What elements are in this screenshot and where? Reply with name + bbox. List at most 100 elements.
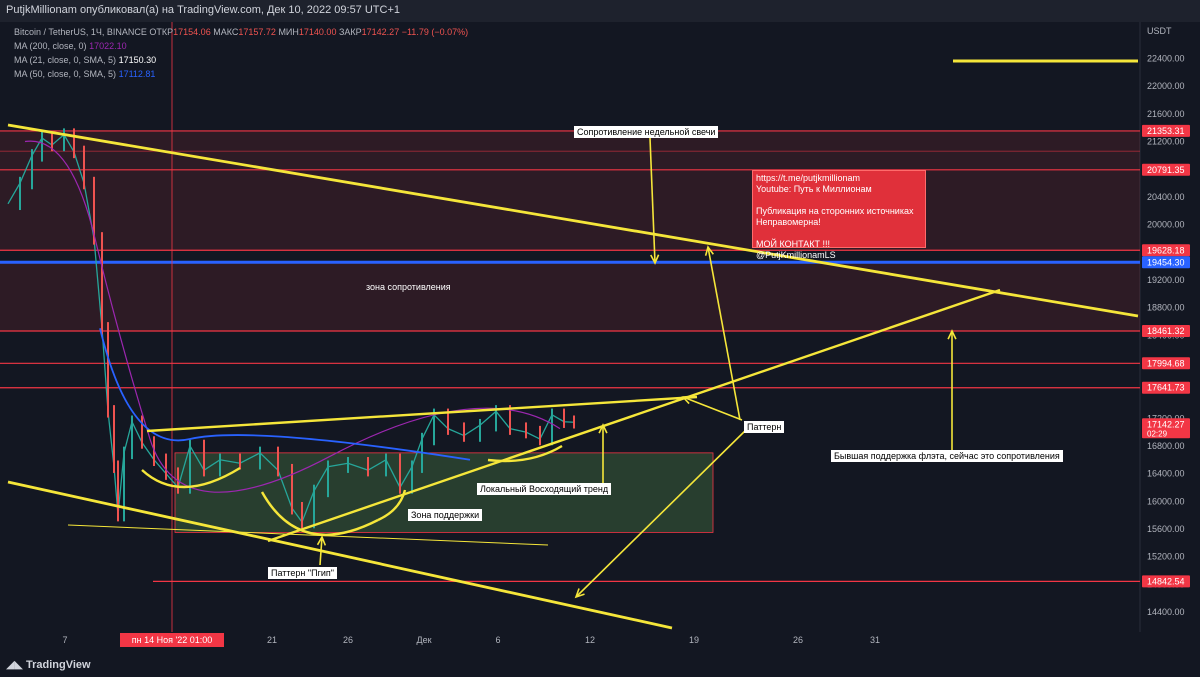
arrow-pattern-down: [575, 427, 749, 598]
resistance-zone: [0, 262, 1140, 332]
time-tick-label: 31: [870, 635, 880, 645]
arc-1: [141, 466, 241, 489]
legend-high-value: 17157.72: [238, 27, 276, 37]
time-tick-label: 7: [62, 635, 67, 645]
price-tick-label: 19200.00: [1147, 275, 1185, 285]
descending-support-trendline[interactable]: [7, 480, 673, 630]
promo-line: МОЙ КОНТАКТ !!!: [756, 239, 831, 249]
annotation-pattern: Паттерн: [744, 421, 785, 433]
legend-ma21-row: MA (21, close, 0, SMA, 5) 17150.30: [14, 55, 156, 65]
promo-line: @PutjKmillionamLS: [756, 250, 836, 260]
time-tick-label: 26: [793, 635, 803, 645]
time-tick-label: 26: [343, 635, 353, 645]
price-label: 14842.54: [1147, 576, 1185, 586]
price-tick-label: 14400.00: [1147, 607, 1185, 617]
price-label: 20791.35: [1147, 165, 1185, 175]
pattern-lower-line[interactable]: [67, 524, 549, 546]
legend-open-label: ОТКР: [149, 27, 174, 37]
legend-ma50-label: MA (50, close, 0, SMA, 5): [14, 69, 117, 79]
legend-ma21-label: MA (21, close, 0, SMA, 5): [14, 55, 117, 65]
time-tick-label: 12: [585, 635, 595, 645]
tradingview-logo[interactable]: ◢◣ TradingView: [6, 658, 91, 671]
legend-high-label: МАКС: [213, 27, 239, 37]
promo-box: https://t.me/putjkmillionam Youtube: Пут…: [752, 170, 926, 260]
price-label-box: [1142, 325, 1190, 338]
legend-change: −11.79 (−0.07%): [401, 27, 469, 37]
footer-bar: [0, 654, 1200, 677]
price-label: 21353.31: [1147, 126, 1185, 136]
price-tick-label: 16800.00: [1147, 441, 1185, 451]
price-tick-label: 21200.00: [1147, 137, 1185, 147]
price-tick-label: 15600.00: [1147, 524, 1185, 534]
arrow-pattern-igip-head: [316, 535, 327, 546]
time-tick-label: Дек: [416, 635, 431, 645]
legend-ma200-row: MA (200, close, 0) 17022.10: [14, 41, 127, 51]
legend-close-value: 17142.27: [361, 27, 400, 37]
arrow-former-support-head: [947, 329, 957, 340]
annotation-former-support: Бывшая поддержка флэта, сейчас это сопро…: [831, 450, 1063, 462]
legend-close-label: ЗАКР: [338, 27, 362, 37]
arc-2: [260, 491, 379, 536]
ascending-trendline[interactable]: [267, 288, 1001, 543]
arrow-weekly-resistance-head: [650, 254, 660, 265]
promo-line: Неправомерна!: [756, 217, 821, 227]
legend-ma50-value: 17112.81: [118, 69, 156, 79]
price-tick-label: 22400.00: [1147, 54, 1185, 64]
time-tick-label: 6: [495, 635, 500, 645]
annotation-local-trend: Локальный Восходящий тренд: [477, 483, 612, 495]
legend-ma200-value: 17022.10: [89, 41, 127, 51]
legend-symbol-row: Bitcoin / TetherUS, 1Ч, BINANCE ОТКР 1715…: [14, 27, 468, 37]
time-tick-label: 21: [267, 635, 277, 645]
pattern-upper-line[interactable]: [146, 395, 698, 433]
tradingview-logo-icon: ◢◣: [6, 659, 26, 671]
promo-line: Youtube: Путь к Миллионам: [756, 184, 872, 194]
price-label-box: [1142, 124, 1190, 137]
crosshair-time-box: [120, 633, 224, 647]
ma50-line: [99, 328, 471, 461]
legend-low-value: 17140.00: [298, 27, 337, 37]
price-tick-label: 20000.00: [1147, 220, 1185, 230]
arc-4: [487, 444, 563, 463]
price-label: 17994.68: [1147, 358, 1185, 368]
legend-ma50-row: MA (50, close, 0, SMA, 5) 17112.81: [14, 69, 155, 79]
legend-low-label: МИН: [278, 27, 299, 37]
price-tick-label: 16400.00: [1147, 469, 1185, 479]
price-line[interactable]: [7, 133, 575, 524]
price-tick-label: 22000.00: [1147, 81, 1185, 91]
promo-line: [756, 228, 922, 239]
legend-symbol: Bitcoin / TetherUS, 1Ч, BINANCE: [14, 27, 147, 37]
arrow-pattern-up: [707, 246, 741, 421]
price-label-box: [1142, 381, 1190, 394]
promo-line: Публикация на сторонних источниках: [756, 206, 914, 216]
descending-resistance-trendline[interactable]: [7, 123, 1139, 318]
price-label: 19454.30: [1147, 257, 1185, 267]
arrow-pattern-left-head: [681, 395, 693, 405]
price-axis-currency: USDT: [1147, 26, 1172, 36]
annotation-weekly-resistance: Сопротивление недельной свечи: [574, 126, 719, 138]
arrow-pattern-left: [682, 396, 743, 421]
price-label-box: [1142, 163, 1190, 176]
crosshair-time-label: пн 14 Ноя '22 01:00: [132, 635, 213, 645]
annotation-support-zone: Зона поддержки: [408, 509, 483, 521]
price-label: 19628.18: [1147, 245, 1185, 255]
price-tick-label: 15200.00: [1147, 552, 1185, 562]
promo-line: https://t.me/putjkmillionam: [756, 173, 861, 183]
arc-3: [377, 489, 407, 522]
arrow-pattern-down-head: [574, 588, 585, 599]
price-label-box: [1142, 256, 1190, 269]
price-tick-label: 16000.00: [1147, 496, 1185, 506]
annotation-pattern-igip: Паттерн "Пгип": [268, 567, 337, 579]
legend-ma200-label: MA (200, close, 0): [14, 41, 87, 51]
arrow-pattern-up-head: [704, 245, 714, 256]
price-tick-label: 21600.00: [1147, 109, 1185, 119]
price-label-box: [1142, 418, 1190, 439]
price-label: 18461.32: [1147, 326, 1185, 336]
price-label-box: [1142, 357, 1190, 370]
promo-line: [756, 195, 922, 206]
header-bar: PutjkMillionam опубликовал(а) на Trading…: [0, 0, 1200, 22]
time-tick-label: 19: [689, 635, 699, 645]
price-tick-label: 18800.00: [1147, 303, 1185, 313]
price-label: 17641.73: [1147, 383, 1185, 393]
footer-brand: TradingView: [25, 659, 91, 671]
